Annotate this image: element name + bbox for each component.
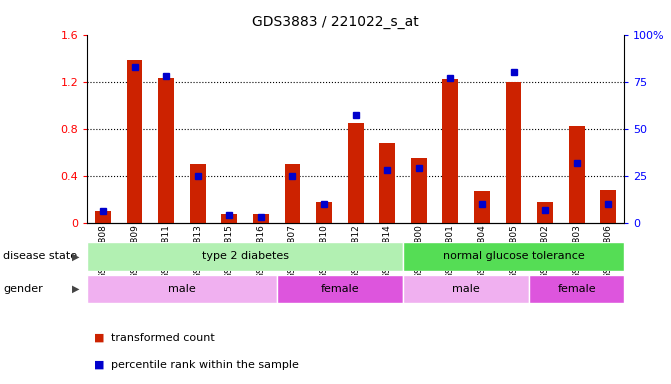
Text: male: male [452,284,480,294]
Text: percentile rank within the sample: percentile rank within the sample [111,360,299,370]
Text: female: female [558,284,596,294]
Bar [158,78,174,223]
Text: ■: ■ [94,360,105,370]
Bar [601,190,616,223]
Bar [87,242,403,271]
Bar [403,242,624,271]
Bar [221,215,238,223]
Bar [569,126,584,223]
Bar [316,202,332,223]
Bar [474,191,490,223]
Bar [529,275,624,303]
Bar [127,60,142,223]
Text: ▶: ▶ [72,251,79,262]
Bar [95,211,111,223]
Text: disease state: disease state [3,251,77,262]
Text: normal glucose tolerance: normal glucose tolerance [443,251,584,262]
Text: ■: ■ [94,333,105,343]
Text: type 2 diabetes: type 2 diabetes [201,251,289,262]
Text: female: female [321,284,359,294]
Text: male: male [168,284,196,294]
Bar [87,275,276,303]
Text: gender: gender [3,284,43,294]
Bar [506,82,521,223]
Bar [403,275,529,303]
Bar [442,79,458,223]
Bar [348,123,364,223]
Text: GDS3883 / 221022_s_at: GDS3883 / 221022_s_at [252,15,419,29]
Bar [537,202,553,223]
Text: ▶: ▶ [72,284,79,294]
Bar [276,275,403,303]
Bar [253,215,269,223]
Text: transformed count: transformed count [111,333,215,343]
Bar [190,164,205,223]
Bar [285,164,301,223]
Bar [411,158,427,223]
Bar [379,143,395,223]
